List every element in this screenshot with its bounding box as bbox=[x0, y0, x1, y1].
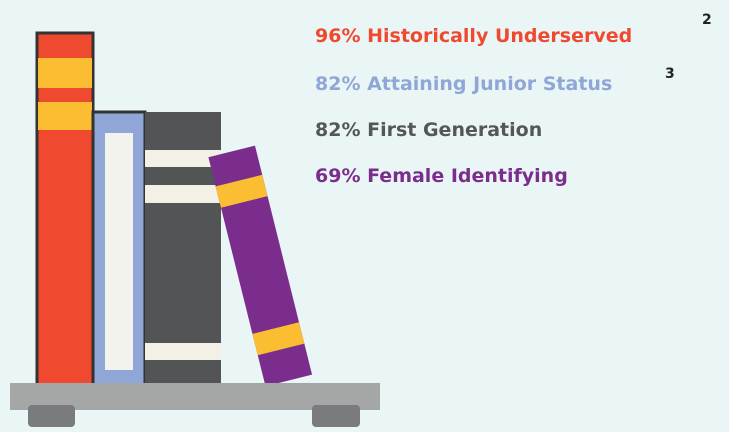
page: 96% Historically Underserved 2 82% Attai… bbox=[0, 0, 729, 432]
footnote-mark: 3 bbox=[665, 66, 675, 82]
stat-text: 69% Female Identifying bbox=[315, 165, 568, 187]
purple-book bbox=[208, 146, 312, 387]
stat-text: 82% First Generation bbox=[315, 119, 542, 141]
book-band bbox=[145, 343, 221, 360]
book-band bbox=[38, 102, 92, 130]
stat-text: 82% Attaining Junior Status bbox=[315, 73, 612, 95]
shelf-foot bbox=[312, 405, 360, 427]
infographic: 96% Historically Underserved 2 82% Attai… bbox=[0, 0, 729, 432]
shelf-foot bbox=[28, 405, 75, 427]
book-band bbox=[145, 185, 221, 203]
book-band bbox=[38, 58, 92, 88]
book-label bbox=[105, 133, 133, 370]
footnote-mark: 2 bbox=[702, 12, 712, 28]
stat-text: 96% Historically Underserved bbox=[315, 25, 632, 47]
